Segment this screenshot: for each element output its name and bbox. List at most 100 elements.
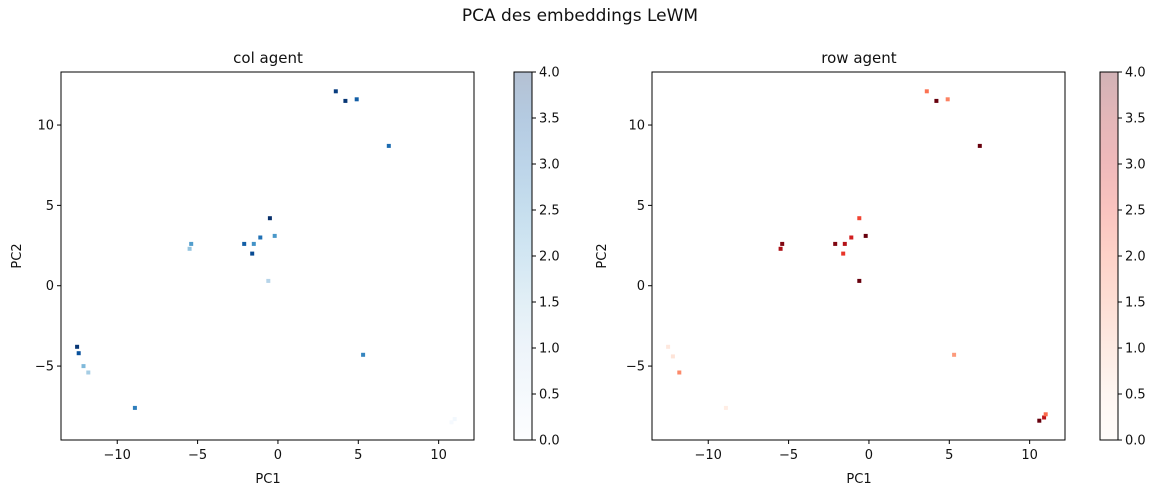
col-agent-point (75, 344, 80, 349)
col-agent-colorbar-tick-label: 0.5 (539, 388, 560, 403)
row-agent-colorbar-tick-label: 4.0 (1125, 66, 1146, 81)
col-agent-xtick-label: −10 (104, 448, 131, 463)
row-agent-ytick-label: 10 (628, 119, 645, 134)
col-agent-point (267, 216, 272, 221)
col-agent-ylabel: PC2 (10, 243, 25, 268)
col-agent-colorbar-tick-label: 2.5 (539, 204, 560, 219)
row-agent-ylabel: PC2 (595, 243, 610, 268)
col-agent-colorbar-tick-label: 3.5 (539, 112, 560, 127)
row-agent-ytick-label: −5 (626, 360, 645, 375)
col-agent-point (76, 351, 81, 356)
row-agent-xtick-label: −10 (695, 448, 722, 463)
row-agent-point (977, 143, 982, 148)
col-agent-colorbar-tick-label: 3.0 (539, 158, 560, 173)
col-agent-point (361, 352, 366, 357)
row-agent-point (924, 89, 929, 94)
row-agent-colorbar-tick-label: 1.0 (1125, 342, 1146, 357)
row-agent-point (1043, 412, 1048, 417)
col-agent-point (242, 241, 247, 246)
col-agent-xticks: −10 −5 0 5 10 (104, 440, 447, 463)
col-agent-point (343, 98, 348, 103)
row-agent-colorbar-tick-label: 1.5 (1125, 296, 1146, 311)
col-agent-point (386, 143, 391, 148)
col-agent-colorbar-tick-label: 2.0 (539, 250, 560, 265)
col-agent-point (187, 246, 192, 251)
row-agent-ytick-label: 5 (637, 199, 645, 214)
row-agent-point (857, 216, 862, 221)
row-agent-point (723, 405, 728, 410)
row-agent-point (670, 354, 675, 359)
row-agent-xtick-label: −5 (779, 448, 798, 463)
row-agent-point (842, 241, 847, 246)
col-agent-ytick-label: 0 (46, 279, 54, 294)
row-agent-xtick-label: 0 (865, 448, 873, 463)
col-agent-point (81, 364, 86, 369)
col-agent-point (272, 233, 277, 238)
row-agent-axes-frame (651, 71, 1066, 441)
row-agent-point (1042, 415, 1047, 420)
row-agent-point (934, 98, 939, 103)
col-agent-point (449, 420, 454, 425)
col-agent-point (189, 241, 194, 246)
row-agent-colorbar-tick-label: 3.5 (1125, 112, 1146, 127)
col-agent-xtick-label: 5 (354, 448, 362, 463)
col-agent-colorbar-tick-label: 0.0 (539, 434, 560, 449)
col-agent-colorbar (513, 71, 533, 441)
col-agent-point (333, 89, 338, 94)
col-agent-colorbar-tick-label: 1.5 (539, 296, 560, 311)
col-agent-colorbar-ticks: 0.0 0.5 1.0 1.5 2.0 2.5 3.0 3.5 4.0 (532, 66, 560, 449)
row-agent-xtick-label: 10 (1021, 448, 1038, 463)
row-agent-yticks: −5 0 5 10 (626, 119, 652, 375)
col-agent-ytick-label: 5 (46, 199, 54, 214)
row-agent-point (857, 278, 862, 283)
row-agent-xticks: −10 −5 0 5 10 (695, 440, 1038, 463)
col-agent-xtick-label: 0 (274, 448, 282, 463)
col-agent-title: col agent (233, 49, 303, 67)
col-agent-ytick-label: −5 (35, 360, 54, 375)
row-agent-ytick-label: 0 (637, 279, 645, 294)
row-agent-point (780, 241, 785, 246)
col-agent-point (250, 251, 255, 256)
row-agent-title: row agent (821, 49, 896, 67)
col-agent-point (354, 97, 359, 102)
col-agent-point (132, 405, 137, 410)
row-agent-xlabel: PC1 (846, 472, 871, 487)
col-agent-axes-frame (60, 71, 475, 441)
figure-title: PCA des embeddings LeWM (461, 6, 699, 26)
row-agent-point (666, 344, 671, 349)
row-agent-xtick-label: 5 (945, 448, 953, 463)
row-agent-point (677, 370, 682, 375)
col-agent-xlabel: PC1 (255, 472, 280, 487)
row-agent-colorbar-tick-label: 3.0 (1125, 158, 1146, 173)
row-agent-point (833, 241, 838, 246)
row-agent-point (778, 246, 783, 251)
col-agent-ytick-label: 10 (37, 119, 54, 134)
row-agent-point (863, 233, 868, 238)
row-agent-point (945, 97, 950, 102)
col-agent-point (266, 278, 271, 283)
row-agent-colorbar-tick-label: 2.5 (1125, 204, 1146, 219)
col-agent-yticks: −5 0 5 10 (35, 119, 61, 375)
row-agent-point (841, 251, 846, 256)
row-agent-colorbar-tick-label: 0.5 (1125, 388, 1146, 403)
row-agent-colorbar-tick-label: 0.0 (1125, 434, 1146, 449)
col-agent-point (258, 235, 263, 240)
row-agent-points (666, 89, 1048, 423)
col-agent-point (251, 241, 256, 246)
row-agent-point (952, 352, 957, 357)
col-agent-xtick-label: 10 (430, 448, 447, 463)
row-agent-colorbar (1099, 71, 1119, 441)
col-agent-xtick-label: −5 (188, 448, 207, 463)
row-agent-point (849, 235, 854, 240)
row-agent-colorbar-tick-label: 2.0 (1125, 250, 1146, 265)
col-agent-points (75, 89, 457, 425)
col-agent-point (452, 417, 457, 422)
col-agent-colorbar-tick-label: 1.0 (539, 342, 560, 357)
row-agent-colorbar-ticks: 0.0 0.5 1.0 1.5 2.0 2.5 3.0 3.5 4.0 (1118, 66, 1146, 449)
col-agent-colorbar-tick-label: 4.0 (539, 66, 560, 81)
col-agent-point (86, 370, 91, 375)
row-agent-point (1037, 418, 1042, 423)
